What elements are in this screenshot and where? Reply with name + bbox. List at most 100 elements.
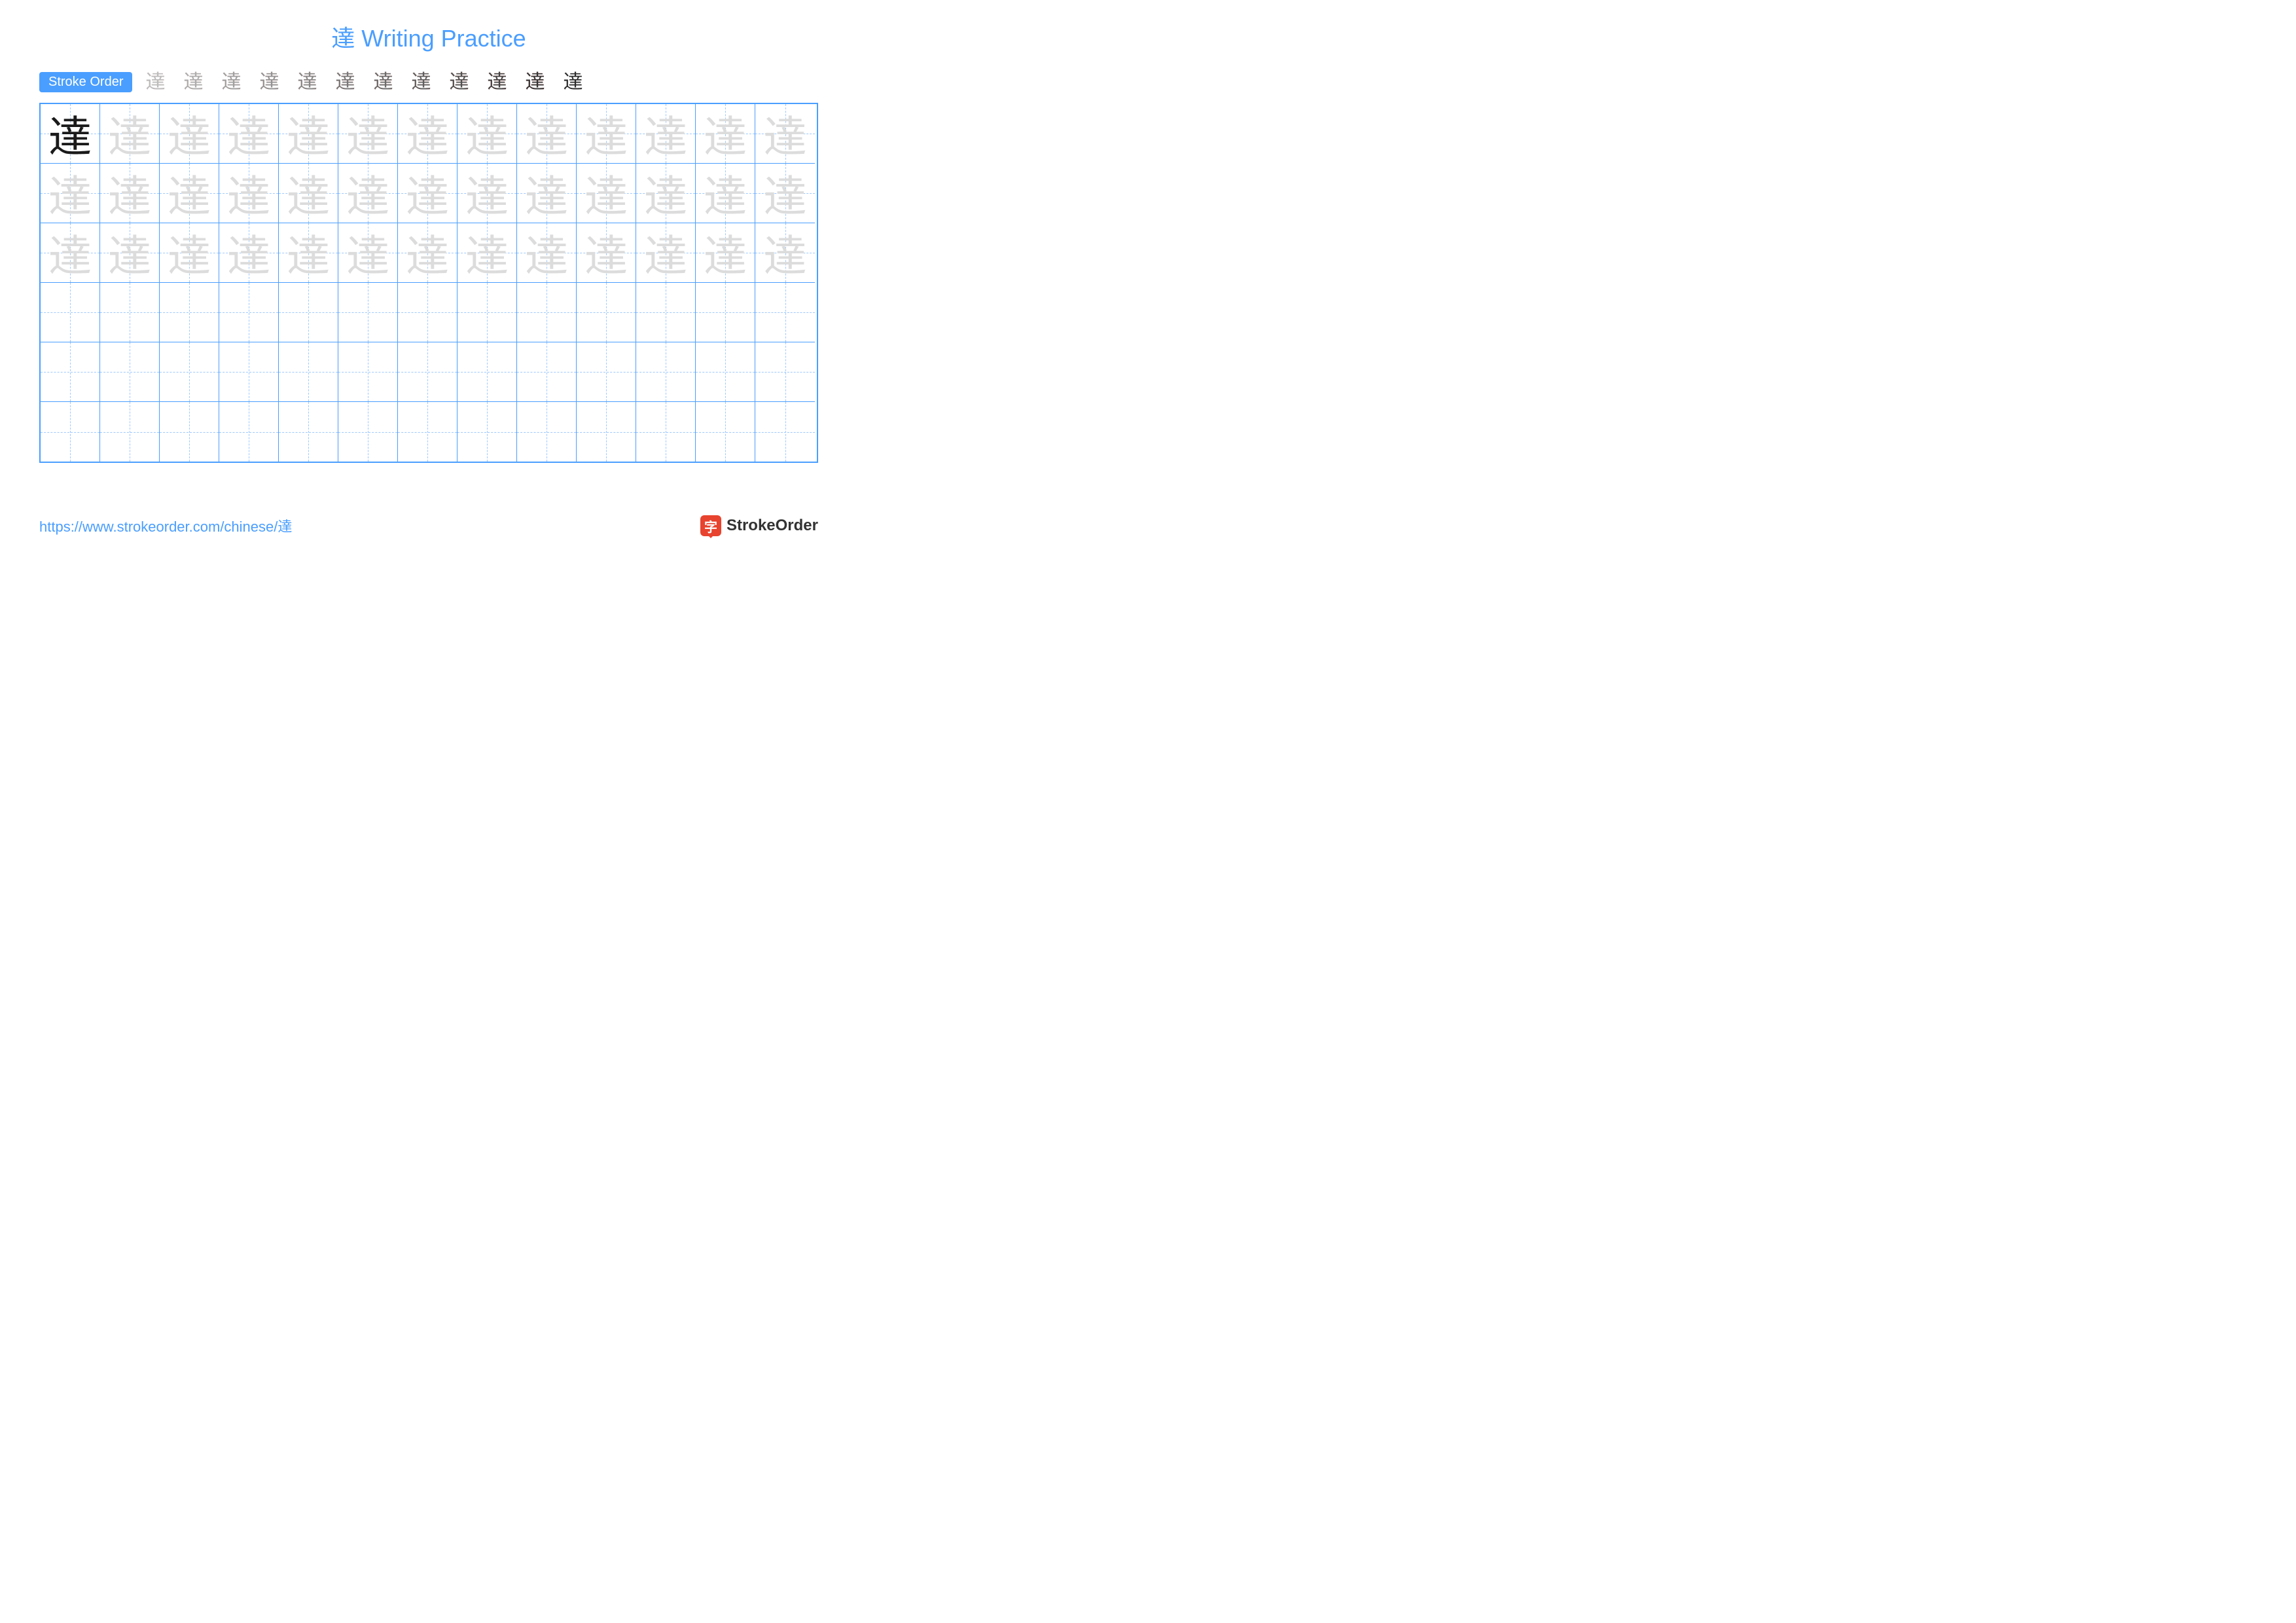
page-title: 達 Writing Practice [39,20,818,54]
grid-cell: 達 [219,164,279,223]
trace-character: 達 [279,164,338,223]
grid-cell [577,342,636,402]
grid-cell: 達 [41,223,100,283]
footer: https://www.strokeorder.com/chinese/達 字 … [39,515,818,536]
grid-cell: 達 [279,223,338,283]
grid-cell [279,283,338,342]
trace-character: 達 [160,104,219,163]
grid-cell: 達 [398,164,457,223]
grid-cell: 達 [338,164,398,223]
grid-cell: 達 [755,104,815,164]
grid-cell: 達 [160,223,219,283]
trace-character: 達 [160,223,219,282]
trace-character: 達 [577,164,636,223]
grid-cell [696,283,755,342]
practice-grid: 達達達達達達達達達達達達達達達達達達達達達達達達達達達達達達達達達達達達達達達 [39,103,818,463]
trace-character: 達 [219,164,278,223]
stroke-step-12: 達 [563,73,583,92]
grid-cell [160,402,219,462]
grid-cell: 達 [100,223,160,283]
grid-cell [41,402,100,462]
grid-cell: 達 [457,223,517,283]
grid-cell: 達 [696,223,755,283]
grid-cell [100,342,160,402]
grid-cell: 達 [755,164,815,223]
grid-cell: 達 [219,223,279,283]
grid-cell [517,402,577,462]
trace-character: 達 [457,223,516,282]
grid-cell [457,342,517,402]
grid-cell: 達 [279,164,338,223]
grid-cell [41,283,100,342]
trace-character: 達 [41,164,99,223]
source-url[interactable]: https://www.strokeorder.com/chinese/達 [39,515,292,536]
grid-cell: 達 [636,164,696,223]
grid-cell: 達 [160,164,219,223]
trace-character: 達 [577,223,636,282]
grid-cell: 達 [457,164,517,223]
grid-cell: 達 [696,164,755,223]
grid-cell [398,342,457,402]
grid-cell [398,402,457,462]
trace-character: 達 [517,164,576,223]
grid-cell: 達 [696,104,755,164]
trace-character: 達 [577,104,636,163]
stroke-step-3: 達 [221,73,241,92]
trace-character: 達 [100,223,159,282]
logo: 字 StrokeOrder [700,515,818,536]
grid-cell: 達 [636,104,696,164]
grid-cell: 達 [219,104,279,164]
stroke-step-5: 達 [297,73,317,92]
grid-cell [160,342,219,402]
trace-character: 達 [636,223,695,282]
example-character: 達 [41,104,99,163]
trace-character: 達 [398,104,457,163]
grid-cell [219,402,279,462]
stroke-step-1: 達 [145,73,165,92]
grid-cell [41,342,100,402]
grid-cell [636,342,696,402]
logo-icon: 字 [700,515,721,536]
trace-character: 達 [696,223,755,282]
trace-character: 達 [517,104,576,163]
stroke-step-4: 達 [259,73,279,92]
stroke-step-2: 達 [183,73,203,92]
grid-cell [755,342,815,402]
stroke-step-6: 達 [335,73,355,92]
grid-cell: 達 [100,164,160,223]
grid-cell [219,342,279,402]
grid-cell: 達 [398,104,457,164]
trace-character: 達 [755,164,815,223]
trace-character: 達 [636,104,695,163]
trace-character: 達 [636,164,695,223]
grid-cell: 達 [100,104,160,164]
logo-text: StrokeOrder [726,517,818,535]
grid-cell [517,283,577,342]
stroke-order-badge: Stroke Order [39,72,132,92]
grid-cell [398,283,457,342]
grid-cell [577,402,636,462]
grid-cell: 達 [457,104,517,164]
trace-character: 達 [100,164,159,223]
trace-character: 達 [41,223,99,282]
trace-character: 達 [398,223,457,282]
trace-character: 達 [696,164,755,223]
grid-cell [517,342,577,402]
grid-cell [696,342,755,402]
grid-cell [755,283,815,342]
trace-character: 達 [100,104,159,163]
grid-cell: 達 [41,164,100,223]
trace-character: 達 [338,104,397,163]
grid-cell [636,283,696,342]
grid-cell: 達 [279,104,338,164]
stroke-step-8: 達 [411,73,431,92]
stroke-step-11: 達 [525,73,545,92]
trace-character: 達 [279,223,338,282]
stroke-order-row: Stroke Order 達達達達達達達達達達達達 [39,72,818,92]
grid-cell: 達 [577,164,636,223]
grid-cell [279,402,338,462]
grid-cell [219,283,279,342]
grid-cell: 達 [517,164,577,223]
grid-cell: 達 [398,223,457,283]
grid-cell: 達 [160,104,219,164]
